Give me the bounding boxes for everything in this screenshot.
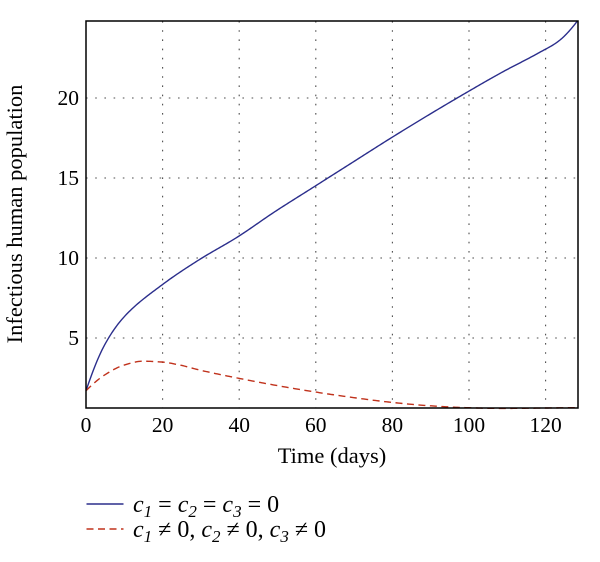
- svg-text:10: 10: [58, 246, 80, 270]
- svg-text:40: 40: [228, 413, 250, 437]
- svg-text:60: 60: [305, 413, 327, 437]
- svg-text:Infectious human population: Infectious human population: [2, 85, 27, 344]
- svg-text:20: 20: [152, 413, 174, 437]
- svg-text:20: 20: [58, 86, 80, 110]
- svg-text:15: 15: [58, 166, 80, 190]
- svg-text:100: 100: [453, 413, 485, 437]
- svg-text:120: 120: [529, 413, 561, 437]
- svg-text:Time (days): Time (days): [278, 443, 387, 468]
- svg-text:80: 80: [382, 413, 404, 437]
- svg-text:5: 5: [68, 326, 79, 350]
- svg-text:0: 0: [81, 413, 92, 437]
- svg-text:c1 ≠ 0, c2 ≠ 0, c3 ≠ 0: c1 ≠ 0, c2 ≠ 0, c3 ≠ 0: [133, 517, 326, 546]
